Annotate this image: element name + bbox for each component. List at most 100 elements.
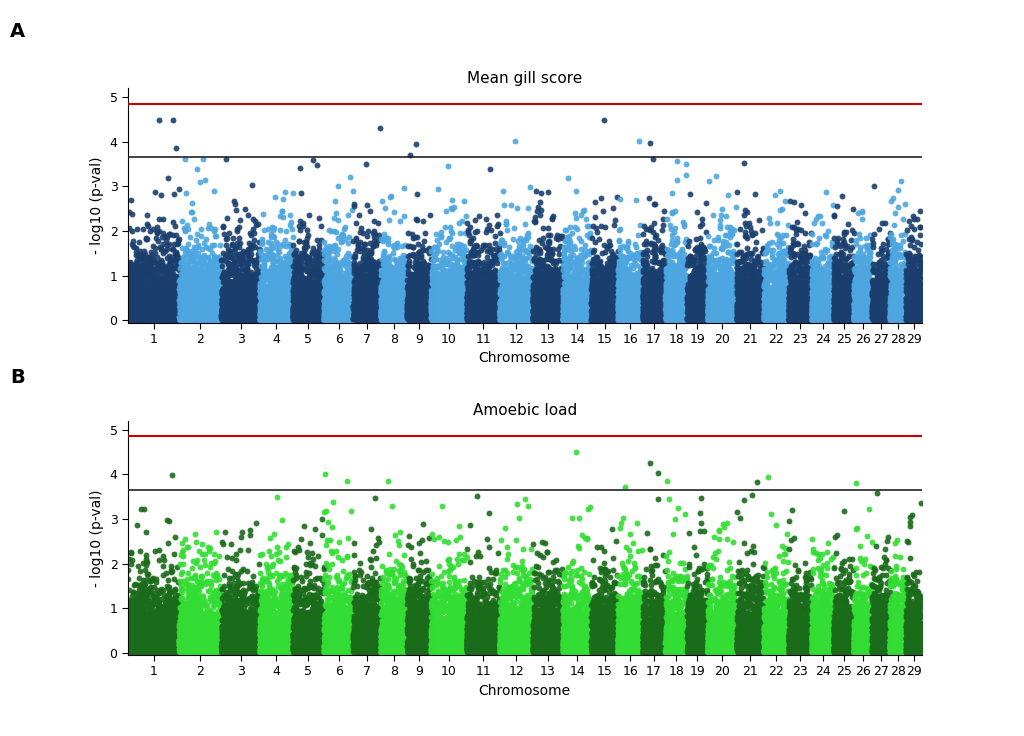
Point	[133, 312, 150, 324]
Point	[355, 263, 372, 275]
Point	[503, 629, 519, 640]
Point	[217, 277, 233, 289]
Point	[545, 621, 561, 633]
Point	[603, 314, 620, 325]
Point	[593, 647, 609, 659]
Point	[788, 296, 805, 308]
Point	[424, 594, 440, 606]
Point	[846, 629, 862, 641]
Point	[253, 613, 269, 625]
Point	[663, 639, 679, 651]
Point	[403, 302, 420, 314]
Point	[621, 642, 637, 654]
Point	[513, 314, 529, 325]
Point	[601, 286, 617, 298]
Point	[358, 310, 375, 322]
Point	[813, 292, 829, 304]
Point	[285, 309, 301, 321]
Point	[770, 643, 786, 655]
Point	[236, 280, 252, 291]
Point	[135, 302, 152, 314]
Point	[449, 314, 465, 326]
Point	[242, 609, 258, 621]
Point	[525, 643, 542, 655]
Point	[341, 290, 357, 302]
Point	[700, 633, 717, 645]
Point	[288, 572, 304, 584]
Point	[777, 645, 794, 657]
Point	[211, 304, 227, 316]
Point	[139, 618, 156, 630]
Point	[500, 620, 516, 631]
Point	[573, 305, 590, 316]
Point	[644, 638, 660, 650]
Point	[414, 603, 430, 615]
Point	[143, 638, 160, 650]
Point	[598, 614, 614, 626]
Point	[460, 301, 476, 313]
Point	[757, 643, 773, 655]
Point	[689, 311, 706, 322]
Point	[688, 614, 705, 626]
Point	[607, 635, 624, 647]
Point	[206, 645, 222, 657]
Point	[563, 512, 580, 524]
Point	[360, 313, 377, 325]
Point	[719, 598, 735, 609]
Point	[857, 625, 873, 637]
Point	[156, 633, 172, 645]
Point	[688, 637, 705, 649]
Point	[684, 308, 700, 319]
Point	[458, 642, 474, 654]
Point	[563, 626, 580, 637]
Point	[719, 624, 735, 636]
Point	[863, 643, 880, 655]
Point	[472, 312, 488, 324]
Point	[708, 644, 724, 656]
Point	[884, 606, 900, 618]
Point	[155, 639, 171, 651]
Point	[255, 604, 271, 616]
Point	[152, 291, 168, 302]
Point	[868, 640, 885, 651]
Point	[482, 647, 499, 659]
Point	[445, 636, 462, 648]
Point	[489, 623, 506, 635]
Point	[699, 623, 716, 635]
Point	[681, 639, 697, 651]
Point	[617, 644, 634, 656]
Point	[271, 609, 288, 620]
Point	[710, 310, 726, 322]
Point	[221, 309, 238, 321]
Point	[252, 305, 268, 316]
Point	[622, 301, 638, 313]
Point	[442, 301, 459, 313]
Point	[293, 613, 309, 625]
Point	[181, 314, 198, 326]
Point	[441, 309, 458, 321]
Point	[812, 295, 828, 307]
Point	[694, 642, 711, 654]
Point	[234, 253, 251, 265]
Point	[361, 301, 378, 313]
Point	[169, 311, 185, 323]
Point	[465, 632, 481, 644]
Point	[909, 617, 926, 629]
Point	[598, 308, 614, 320]
Point	[750, 607, 766, 619]
Point	[801, 633, 817, 645]
Point	[199, 636, 215, 648]
Point	[886, 647, 902, 659]
Point	[767, 256, 783, 268]
Point	[566, 635, 583, 647]
Point	[688, 621, 705, 633]
Point	[473, 612, 489, 624]
Point	[449, 598, 465, 609]
Point	[364, 634, 380, 645]
Point	[776, 604, 793, 616]
Point	[889, 312, 905, 324]
Point	[173, 313, 189, 325]
Point	[659, 615, 676, 627]
Point	[844, 297, 860, 309]
Point	[328, 631, 344, 643]
